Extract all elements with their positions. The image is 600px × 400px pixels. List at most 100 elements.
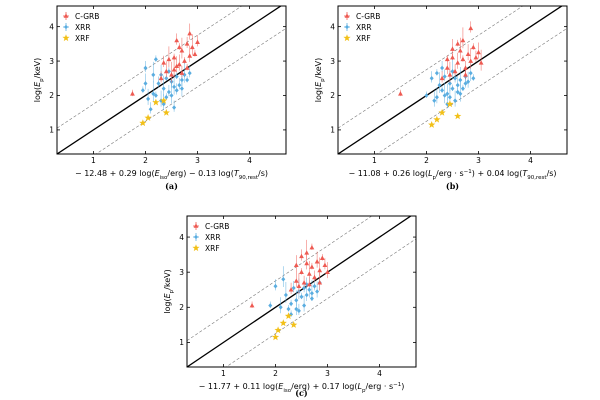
data-point-xrr (283, 292, 288, 298)
data-point-xrr (151, 91, 156, 97)
legend-marker-xrf (192, 244, 200, 252)
data-point-xrr (273, 283, 278, 289)
data-point-c-grb (189, 44, 195, 50)
legend-marker-c-grb (63, 13, 69, 18)
data-point-xrr (161, 101, 166, 107)
plot-frame (337, 5, 568, 155)
data-point-c-grb (306, 281, 312, 287)
y-tick-label: 1 (49, 126, 54, 135)
data-point-xrr (460, 86, 465, 91)
data-point-c-grb (312, 274, 317, 280)
legend: C-GRB XRR XRF (192, 222, 229, 253)
legend-label: C-GRB (205, 222, 229, 231)
data-point-xrr (442, 74, 447, 79)
data-point-xrf (428, 120, 436, 128)
dashed-band-line (376, 28, 567, 154)
x-tick-label: 2 (424, 156, 429, 165)
data-point-xrr (174, 88, 179, 93)
data-point-c-grb (179, 70, 185, 75)
x-tick-label: 4 (377, 369, 382, 378)
data-point-xrf (144, 114, 152, 121)
data-point-c-grb (301, 280, 307, 285)
data-point-xrr (268, 303, 273, 308)
data-point-c-grb (450, 55, 455, 60)
data-point-c-grb (398, 91, 403, 96)
data-point-c-grb (174, 37, 180, 43)
data-point-c-grb (452, 68, 458, 74)
data-point-c-grb (166, 56, 172, 62)
data-point-xrr (442, 93, 447, 98)
data-point-c-grb (317, 280, 323, 285)
y-axis-label: log(Ep/keV) (314, 58, 326, 102)
y-tick-label: 3 (49, 57, 54, 66)
legend-label: XRF (75, 34, 90, 43)
data-point-xrf (162, 108, 170, 116)
data-point-xrr (471, 75, 476, 81)
data-point-c-grb (171, 67, 177, 72)
legend-marker-xrr (64, 24, 68, 30)
legend-label: XRR (356, 23, 372, 32)
data-point-xrr (179, 86, 184, 91)
data-point-xrr (177, 82, 182, 88)
data-point-xrr (140, 88, 145, 93)
data-point-xrf (290, 321, 298, 328)
x-tick-label: 1 (91, 156, 96, 165)
data-point-xrr (164, 94, 169, 100)
data-point-c-grb (169, 72, 174, 77)
data-point-c-grb (460, 37, 466, 43)
data-point-xrr (440, 65, 445, 71)
data-point-xrf (274, 326, 282, 334)
data-point-c-grb (176, 44, 182, 50)
data-point-xrr (307, 287, 312, 293)
data-point-xrr (286, 306, 291, 312)
plot-frame (186, 215, 417, 368)
legend-marker-xrf (343, 34, 351, 42)
x-tick-label: 3 (195, 156, 200, 165)
data-point-xrr (450, 86, 455, 91)
panel-caption: (a) (165, 181, 178, 191)
legend-label: XRR (205, 233, 221, 242)
data-point-c-grb (476, 49, 481, 55)
data-point-xrr (468, 70, 473, 76)
data-point-c-grb (460, 56, 466, 62)
legend: C-GRB XRR XRF (343, 12, 380, 43)
data-point-c-grb (161, 60, 167, 65)
x-tick-label: 1 (221, 369, 226, 378)
data-point-xrr (455, 89, 460, 95)
data-point-xrr (169, 93, 174, 98)
data-point-xrr (174, 74, 179, 79)
data-point-xrf (446, 100, 454, 108)
y-tick-label: 3 (179, 268, 184, 277)
data-point-c-grb (187, 53, 193, 58)
legend-label: XRF (205, 244, 220, 253)
data-point-c-grb (439, 75, 445, 81)
data-point-c-grb (470, 44, 476, 50)
chart-panel-3: 1 2 3 4 1 2 3 4 log(Ep/keV) − 11.77 + 0.11 log(Ei… (163, 215, 417, 398)
data-point-xrr (458, 77, 463, 83)
y-tick-label: 3 (330, 57, 335, 66)
data-point-c-grb (192, 51, 198, 56)
data-point-xrf (433, 115, 441, 123)
x-tick-label: 3 (476, 156, 481, 165)
data-point-c-grb (163, 68, 169, 74)
data-point-xrr (164, 75, 169, 81)
data-point-c-grb (465, 51, 471, 56)
data-point-xrf (152, 98, 160, 106)
data-point-xrr (302, 303, 307, 308)
legend-marker-c-grb (344, 13, 350, 18)
data-point-c-grb (288, 287, 294, 292)
plot-area (187, 216, 416, 367)
y-tick-label: 1 (179, 338, 184, 347)
data-point-c-grb (468, 58, 474, 63)
panel-caption: (c) (295, 388, 308, 398)
legend-marker-xrr (194, 234, 198, 240)
data-point-xrr (432, 98, 437, 103)
data-point-xrr (172, 105, 177, 110)
data-point-c-grb (444, 65, 450, 70)
data-point-xrr (434, 94, 439, 100)
legend-label: C-GRB (75, 12, 99, 21)
y-axis-label: log(Ep/keV) (33, 58, 45, 102)
data-point-c-grb (455, 60, 461, 65)
y-tick-label: 4 (330, 22, 335, 31)
